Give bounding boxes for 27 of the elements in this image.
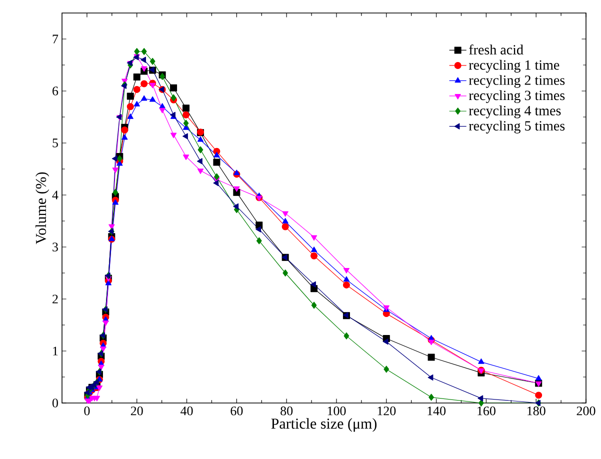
legend-label: recycling 5 times <box>468 120 565 134</box>
x-tick-label: 80 <box>280 406 293 416</box>
x-tick-label: 0 <box>84 406 90 416</box>
legend-label: recycling 3 times <box>468 90 565 104</box>
y-axis-title: Volume (%) <box>36 172 50 244</box>
y-tick-label: 7 <box>52 34 58 44</box>
legend-label: recycling 4 tmes <box>468 106 561 118</box>
legend-label: recycling 2 times <box>468 75 565 88</box>
x-tick-label: 200 <box>576 406 596 416</box>
x-tick-label: 140 <box>428 406 446 416</box>
x-tick-label: 60 <box>230 406 243 416</box>
y-tick-label: 0 <box>52 398 58 408</box>
x-tick-label: 120 <box>378 406 396 416</box>
legend-label: recycling 1 time <box>468 60 560 73</box>
x-tick-label: 20 <box>130 406 143 416</box>
y-tick-label: 2 <box>52 294 58 304</box>
legend-label: fresh acid <box>469 44 524 55</box>
y-tick-label: 5 <box>52 138 58 148</box>
y-tick-label: 1 <box>53 346 58 356</box>
y-tick-label: 6 <box>52 86 58 96</box>
x-axis-title: Particle size (μm) <box>271 418 377 432</box>
x-tick-label: 160 <box>478 406 496 416</box>
x-tick-label: 40 <box>180 406 193 416</box>
y-tick-label: 3 <box>52 242 58 252</box>
x-tick-label: 100 <box>328 406 346 416</box>
y-tick-label: 4 <box>52 190 58 200</box>
x-tick-label: 180 <box>527 406 546 416</box>
